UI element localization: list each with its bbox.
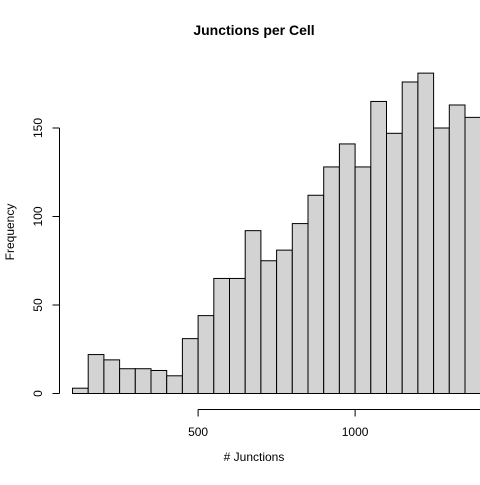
histogram-bar [371,101,387,393]
histogram-bar [402,82,418,394]
x-tick-label: 1000 [342,425,369,439]
y-tick-label: 100 [31,206,45,226]
chart-title: Junctions per Cell [193,22,314,38]
histogram-bar [339,144,355,394]
histogram-bar [418,73,434,393]
x-tick-label: 500 [188,425,208,439]
histogram-bar [434,128,450,394]
histogram-bar [449,105,465,394]
histogram-bar [465,117,480,393]
histogram-bar [230,278,246,393]
histogram-bar [88,355,104,394]
histogram-bar [245,231,261,394]
histogram-bar [387,133,403,393]
histogram-bar [214,278,230,393]
histogram-bar [308,195,324,393]
histogram-bar [355,167,371,394]
y-tick-label: 0 [31,390,45,397]
histogram-bar [198,316,214,394]
histogram-bar [261,261,277,394]
histogram-bar [135,369,151,394]
histogram-bar [73,388,89,393]
y-axis-label: Frequency [3,204,17,261]
y-tick-label: 150 [31,118,45,138]
histogram-bar [182,339,198,394]
histogram-bar [292,224,308,394]
histogram-bar [151,370,167,393]
histogram-bar [120,369,136,394]
y-tick-label: 50 [31,298,45,312]
histogram-bar [104,360,120,394]
x-axis-label: # Junctions [224,450,285,464]
histogram-bar [324,167,340,394]
histogram-bar [167,376,183,394]
histogram-bar [277,250,293,393]
